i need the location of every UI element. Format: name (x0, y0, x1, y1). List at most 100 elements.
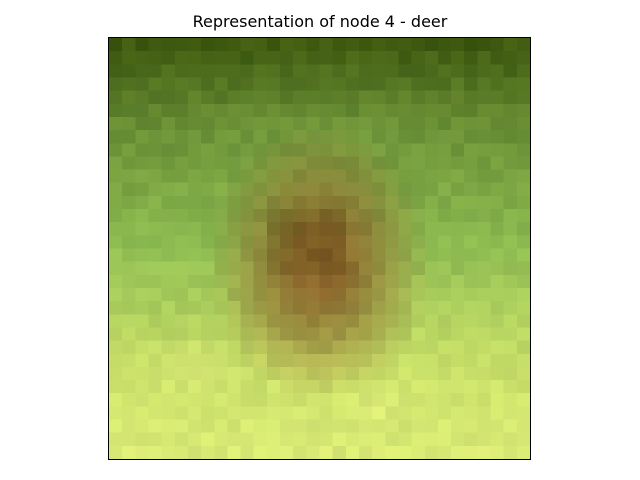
pixel (148, 51, 162, 65)
pixel (306, 195, 320, 210)
pixel (516, 327, 530, 341)
pixel (372, 314, 386, 328)
pixel (227, 103, 241, 118)
pixel (161, 301, 176, 315)
pixel (280, 406, 294, 420)
pixel (293, 195, 307, 210)
pixel (345, 445, 360, 459)
pixel (358, 156, 373, 170)
pixel (503, 445, 518, 459)
pixel (437, 248, 452, 262)
pixel (266, 287, 281, 302)
pixel (161, 156, 176, 170)
pixel (411, 222, 426, 236)
pixel (437, 222, 452, 236)
pixel (214, 222, 228, 236)
pixel (332, 327, 347, 341)
pixel (148, 353, 162, 368)
pixel (437, 287, 452, 302)
pixel (464, 353, 478, 368)
pixel (503, 38, 518, 52)
pixel (280, 195, 294, 210)
pixel (240, 90, 254, 105)
pixel (293, 301, 307, 315)
pixel (398, 195, 412, 210)
pixel (214, 314, 228, 328)
pixel (516, 314, 530, 328)
pixel (240, 209, 254, 223)
pixel (319, 406, 333, 420)
pixel (345, 156, 360, 170)
pixel (122, 156, 136, 170)
pixel (174, 301, 189, 315)
pixel (319, 393, 333, 407)
pixel (477, 169, 491, 183)
pixel (345, 143, 360, 157)
pixel (411, 169, 426, 183)
pixel (477, 274, 491, 289)
pixel (516, 143, 530, 157)
pixel (411, 406, 426, 420)
pixel (306, 406, 320, 420)
pixel (280, 261, 294, 276)
pixel (516, 261, 530, 276)
pixel (424, 235, 439, 249)
pixel (201, 274, 215, 289)
pixel (201, 340, 215, 355)
pixel (306, 222, 320, 236)
pixel (161, 248, 176, 262)
pixel (477, 116, 491, 131)
pixel (516, 51, 530, 65)
pixel (253, 156, 268, 170)
pixel (451, 38, 465, 52)
pixel (451, 327, 465, 341)
pixel (424, 51, 439, 65)
pixel (503, 103, 518, 118)
pixel (187, 116, 202, 131)
pixel (148, 301, 162, 315)
pixel (411, 366, 426, 381)
pixel (161, 287, 176, 302)
pixel (161, 314, 176, 328)
pixel (306, 77, 320, 91)
pixel (306, 116, 320, 131)
pixel (424, 248, 439, 262)
pixel (398, 38, 412, 52)
pixel (227, 130, 241, 144)
pixel (385, 90, 399, 105)
pixel (332, 103, 347, 118)
pixel (464, 90, 478, 105)
pixel (490, 116, 504, 131)
pixel (109, 143, 123, 157)
pixel (306, 419, 320, 433)
pixel (109, 366, 123, 381)
pixel (411, 274, 426, 289)
pixel (385, 353, 399, 368)
pixel (345, 314, 360, 328)
pixel (253, 432, 268, 447)
pixel (451, 235, 465, 249)
pixel (266, 419, 281, 433)
pixel (319, 116, 333, 131)
pixel (490, 156, 504, 170)
pixel (516, 340, 530, 355)
pixel (293, 261, 307, 276)
pixel (109, 169, 123, 183)
pixel (214, 143, 228, 157)
pixel (174, 169, 189, 183)
pixel (227, 77, 241, 91)
pixel (503, 366, 518, 381)
pixel (240, 156, 254, 170)
pixel (332, 340, 347, 355)
pixel (424, 314, 439, 328)
pixel (135, 248, 149, 262)
pixel (319, 77, 333, 91)
pixel (490, 380, 504, 394)
pixel (240, 143, 254, 157)
pixel (451, 419, 465, 433)
pixel (451, 143, 465, 157)
pixel (161, 209, 176, 223)
pixel (437, 116, 452, 131)
pixel (503, 432, 518, 447)
pixel (280, 314, 294, 328)
